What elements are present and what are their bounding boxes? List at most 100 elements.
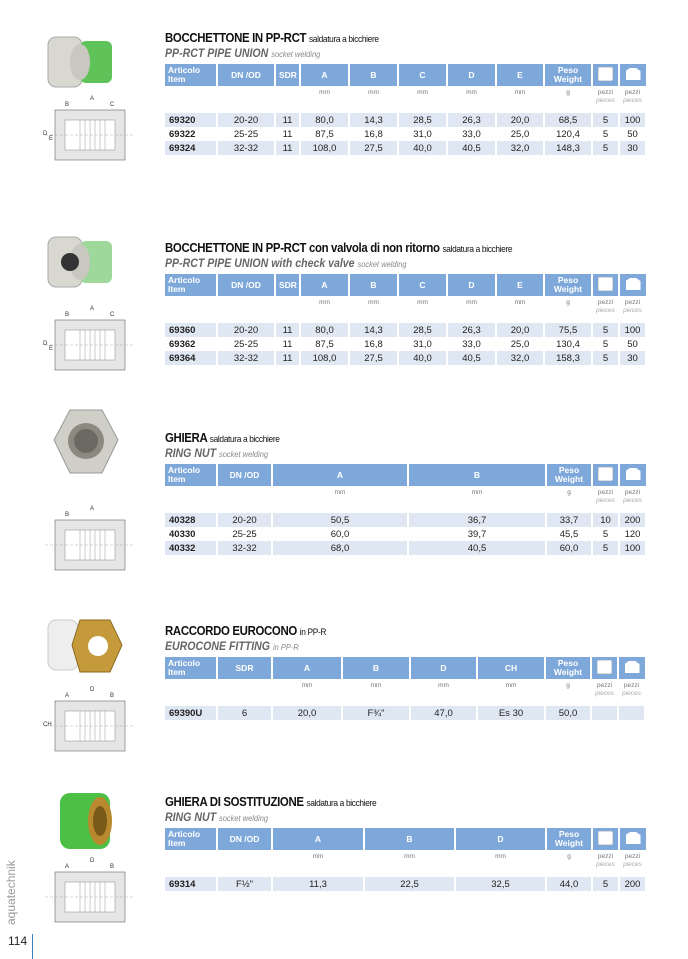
column-header: SDR — [275, 64, 301, 86]
dimension-label: B — [110, 864, 114, 870]
title-note: saldatura a bicchiere — [442, 244, 513, 255]
title-main: RACCORDO EUROCONO — [165, 623, 297, 638]
carton-box-icon — [625, 468, 641, 480]
product-section: GHIERA DI SOSTITUZIONE saldatura a bicch… — [165, 794, 647, 891]
column-header: CH — [477, 657, 546, 679]
column-header: Peso Weight — [546, 828, 593, 850]
cell-value: 11 — [275, 113, 301, 127]
unit-it: mm — [495, 853, 506, 860]
cell-value: 26,3 — [447, 113, 497, 127]
cell-value: 20-20 — [217, 113, 276, 127]
unit-label: mm — [447, 86, 497, 113]
technical-drawing: D A B CH — [35, 681, 145, 786]
spec-table: Articolo Item DN /OD A B D Peso Weight mm mm mm g… — [165, 828, 647, 891]
product-section: GHIERA saldatura a bicchiere RING NUT soc… — [165, 430, 647, 555]
column-header: A — [300, 274, 350, 296]
cell-value: 25-25 — [217, 527, 273, 541]
unit-it: mm — [319, 299, 330, 306]
subtitle-note: socket welding — [218, 813, 269, 823]
units-row: mm mm mm mm mm g pezzi pieces pezzi pieces — [165, 86, 647, 113]
unit-it: mm — [370, 682, 382, 689]
unit-label: g — [544, 86, 593, 113]
cell-value: 5 — [592, 141, 620, 155]
title-main: GHIERA DI SOSTITUZIONE — [165, 794, 304, 809]
unit-label: g — [544, 296, 593, 323]
section-title: BOCCHETTONE IN PP-RCT con valvola di non… — [165, 240, 589, 255]
unit-it: mm — [368, 89, 379, 96]
unit-label: g — [545, 679, 592, 706]
unit-label — [165, 86, 218, 113]
section-title: GHIERA DI SOSTITUZIONE saldatura a bicch… — [165, 794, 589, 809]
cell-value: 158,3 — [544, 351, 593, 365]
column-header: Articolo Item — [165, 657, 218, 679]
cell-value: 20,0 — [496, 323, 545, 337]
cell-value: 20-20 — [217, 323, 276, 337]
cell-value: 20,0 — [496, 113, 545, 127]
unit-it: g — [567, 489, 571, 496]
column-header: Peso Weight — [545, 657, 592, 679]
column-header: DN /OD — [217, 64, 276, 86]
single-piece-box-icon — [598, 467, 613, 481]
cell-value: 11 — [275, 127, 301, 141]
unit-it: pezzi — [597, 89, 614, 96]
cell-value: 32,0 — [496, 141, 545, 155]
cell-value: 200 — [619, 877, 647, 891]
cell-value: 28,5 — [398, 113, 448, 127]
column-header — [619, 274, 646, 296]
unit-en: pieces — [623, 861, 642, 868]
dimension-label: A — [90, 306, 94, 312]
column-header: A — [300, 64, 350, 86]
table-row: 69362 25-25 11 87,5 16,8 31,0 33,0 25,0 130,4 5 50 — [165, 337, 647, 351]
column-header: B — [342, 657, 411, 679]
cell-value: 120,4 — [544, 127, 593, 141]
cell-value: 44,0 — [546, 877, 593, 891]
column-header: C — [398, 274, 448, 296]
column-header: SDR — [275, 274, 301, 296]
cell-value: 60,0 — [546, 541, 593, 555]
spec-table: Articolo Item DN /OD SDR A B C D E Peso Weight mm… — [165, 274, 647, 365]
cell-value: 32-32 — [217, 141, 276, 155]
product-photo — [40, 225, 130, 305]
cell-value: 16,8 — [349, 337, 399, 351]
table-row: 69322 25-25 11 87,5 16,8 31,0 33,0 25,0 120,4 5 50 — [165, 127, 647, 141]
unit-it: g — [566, 89, 570, 96]
cell-value — [618, 706, 646, 720]
table-row: 40330 25-25 60,0 39,7 45,5 5 120 — [165, 527, 647, 541]
cell-value: 5 — [592, 127, 620, 141]
unit-it: mm — [505, 682, 517, 689]
section-subtitle: EUROCONE FITTING in PP-R — [165, 639, 589, 653]
column-header: D — [410, 657, 478, 679]
unit-label — [165, 850, 218, 877]
cell-value: 68,0 — [272, 541, 409, 555]
unit-it: mm — [514, 299, 526, 306]
carton-box-icon — [625, 68, 641, 80]
unit-it: pezzi — [624, 489, 641, 496]
single-piece-box-icon — [597, 660, 612, 674]
unit-label: mm — [398, 86, 448, 113]
unit-label: mm — [364, 850, 456, 877]
unit-label — [165, 296, 218, 323]
cell-value: 33,7 — [546, 513, 593, 527]
cell-value: F¾" — [342, 706, 411, 720]
unit-it: mm — [471, 489, 483, 496]
section-title: RACCORDO EUROCONO in PP-R — [165, 623, 589, 638]
unit-label — [217, 679, 273, 706]
unit-label — [165, 679, 218, 706]
cell-value: 40,5 — [408, 541, 547, 555]
spec-table: Articolo Item SDR A B D CH Peso Weight mm mm mm mm… — [165, 657, 646, 720]
cell-value: 22,5 — [364, 877, 456, 891]
cell-value: 108,0 — [300, 351, 350, 365]
column-header: C — [398, 64, 448, 86]
unit-label — [217, 850, 273, 877]
cell-value: 14,3 — [349, 113, 399, 127]
cell-value: 16,8 — [349, 127, 399, 141]
table-row: 69314 F½" 11,3 22,5 32,5 44,0 5 200 — [165, 877, 647, 891]
article-code: 69322 — [165, 127, 218, 141]
column-header: D — [447, 64, 497, 86]
cell-value: 87,5 — [300, 337, 350, 351]
unit-label: mm — [342, 679, 411, 706]
cell-value: 45,5 — [546, 527, 593, 541]
section-subtitle: PP-RCT PIPE UNION with check valve socke… — [165, 256, 589, 270]
cell-value: 108,0 — [300, 141, 350, 155]
